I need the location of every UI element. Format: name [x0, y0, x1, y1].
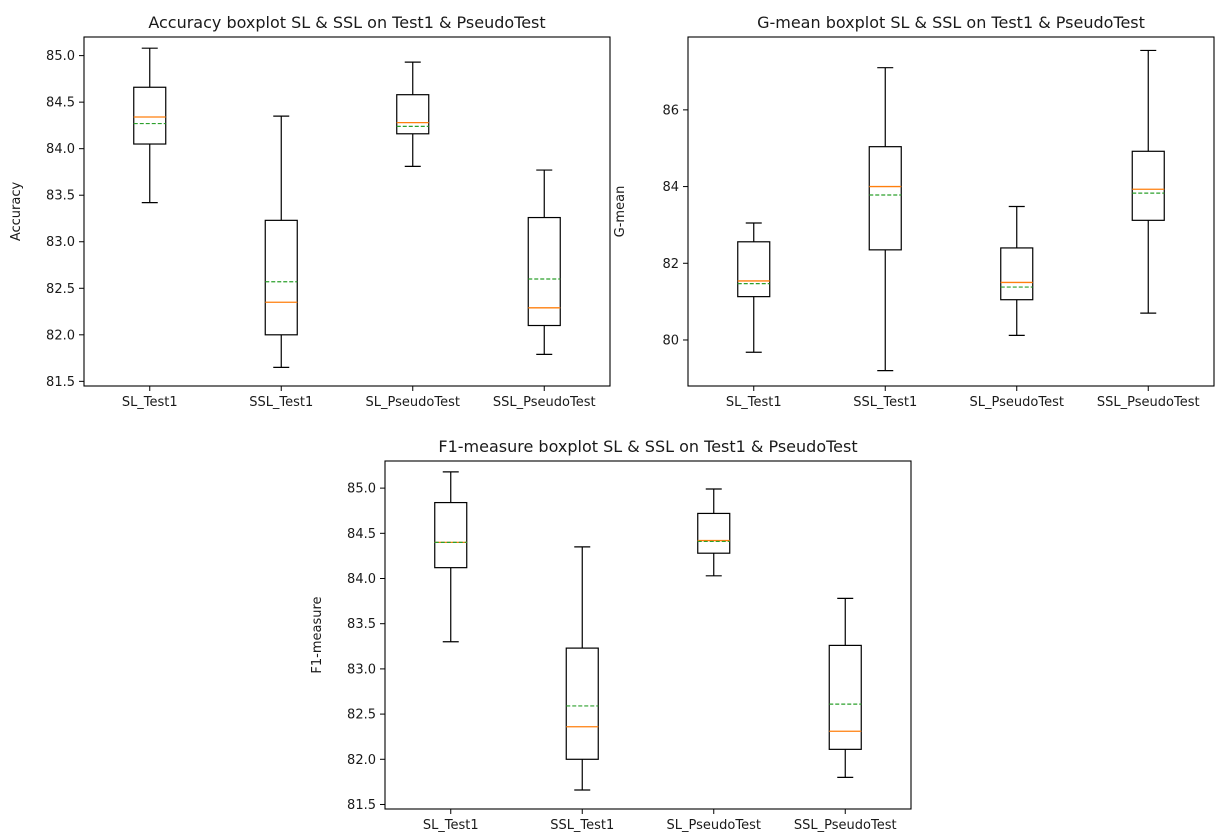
- y-tick-label: 84.0: [46, 142, 75, 157]
- y-tick-label: 84.5: [347, 527, 376, 542]
- y-tick-label: 85.0: [46, 49, 75, 64]
- x-tick-label: SL_Test1: [122, 395, 178, 410]
- iqr-box: [697, 512, 731, 554]
- plot-frame: [83, 36, 611, 387]
- y-tick-label: 82.0: [46, 328, 75, 343]
- iqr-box: [1131, 150, 1165, 221]
- y-tick-label: 83.0: [347, 662, 376, 677]
- box-SSL_Test1: [264, 115, 298, 368]
- box-SSL_PseudoTest: [527, 169, 561, 355]
- iqr-box: [264, 219, 298, 336]
- x-tick-label: SSL_Test1: [249, 395, 313, 410]
- x-tick-label: SL_Test1: [726, 395, 782, 410]
- chart-title: F1-measure boxplot SL & SSL on Test1 & P…: [438, 437, 857, 456]
- box-SSL_Test1: [868, 67, 902, 372]
- box-SSL_PseudoTest: [1131, 49, 1165, 314]
- y-tick-label: 82: [662, 257, 679, 272]
- x-tick-label: SL_PseudoTest: [366, 395, 460, 410]
- box-SL_Test1: [434, 471, 468, 643]
- chart-title: G-mean boxplot SL & SSL on Test1 & Pseud…: [757, 13, 1145, 32]
- y-tick-label: 82.0: [347, 753, 376, 768]
- iqr-box: [565, 647, 599, 760]
- box-SSL_PseudoTest: [828, 597, 862, 778]
- y-tick-label: 81.5: [347, 798, 376, 813]
- iqr-box: [434, 501, 468, 569]
- y-tick-label: 86: [662, 103, 679, 118]
- box-SL_Test1: [737, 222, 771, 353]
- y-axis-label: F1-measure: [310, 596, 325, 673]
- y-tick-label: 80: [662, 333, 679, 348]
- plot-frame: [687, 36, 1215, 387]
- iqr-box: [1000, 247, 1034, 301]
- chart-title: Accuracy boxplot SL & SSL on Test1 & Pse…: [148, 13, 545, 32]
- x-tick-label: SSL_PseudoTest: [493, 395, 596, 410]
- box-SSL_Test1: [565, 546, 599, 791]
- x-tick-label: SL_PseudoTest: [970, 395, 1064, 410]
- iqr-box: [133, 86, 167, 145]
- y-tick-label: 82.5: [347, 708, 376, 723]
- y-axis-label: Accuracy: [9, 182, 24, 242]
- box-SL_Test1: [133, 47, 167, 204]
- x-tick-label: SL_PseudoTest: [667, 818, 761, 833]
- y-tick-label: 83.0: [46, 235, 75, 250]
- box-SL_PseudoTest: [396, 61, 430, 167]
- y-tick-label: 84.0: [347, 572, 376, 587]
- plot-frame: [384, 460, 912, 810]
- box-SL_PseudoTest: [697, 488, 731, 577]
- box-SL_PseudoTest: [1000, 205, 1034, 336]
- x-tick-label: SL_Test1: [423, 818, 479, 833]
- iqr-box: [396, 94, 430, 135]
- x-tick-label: SSL_PseudoTest: [1097, 395, 1200, 410]
- boxplot-panel-3: F1-measure boxplot SL & SSL on Test1 & P…: [310, 437, 912, 833]
- y-axis-label: G-mean: [613, 186, 628, 238]
- boxplot-panel-2: G-mean boxplot SL & SSL on Test1 & Pseud…: [613, 13, 1215, 410]
- x-tick-label: SSL_PseudoTest: [794, 818, 897, 833]
- iqr-box: [737, 241, 771, 298]
- y-tick-label: 83.5: [46, 189, 75, 204]
- y-tick-label: 85.0: [347, 482, 376, 497]
- y-tick-label: 81.5: [46, 375, 75, 390]
- iqr-box: [868, 146, 902, 251]
- boxplot-panel-1: Accuracy boxplot SL & SSL on Test1 & Pse…: [9, 13, 611, 410]
- y-tick-label: 82.5: [46, 282, 75, 297]
- y-tick-label: 83.5: [347, 617, 376, 632]
- y-tick-label: 84: [662, 180, 679, 195]
- iqr-box: [828, 644, 862, 750]
- x-tick-label: SSL_Test1: [550, 818, 614, 833]
- y-tick-label: 84.5: [46, 96, 75, 111]
- x-tick-label: SSL_Test1: [853, 395, 917, 410]
- iqr-box: [527, 216, 561, 327]
